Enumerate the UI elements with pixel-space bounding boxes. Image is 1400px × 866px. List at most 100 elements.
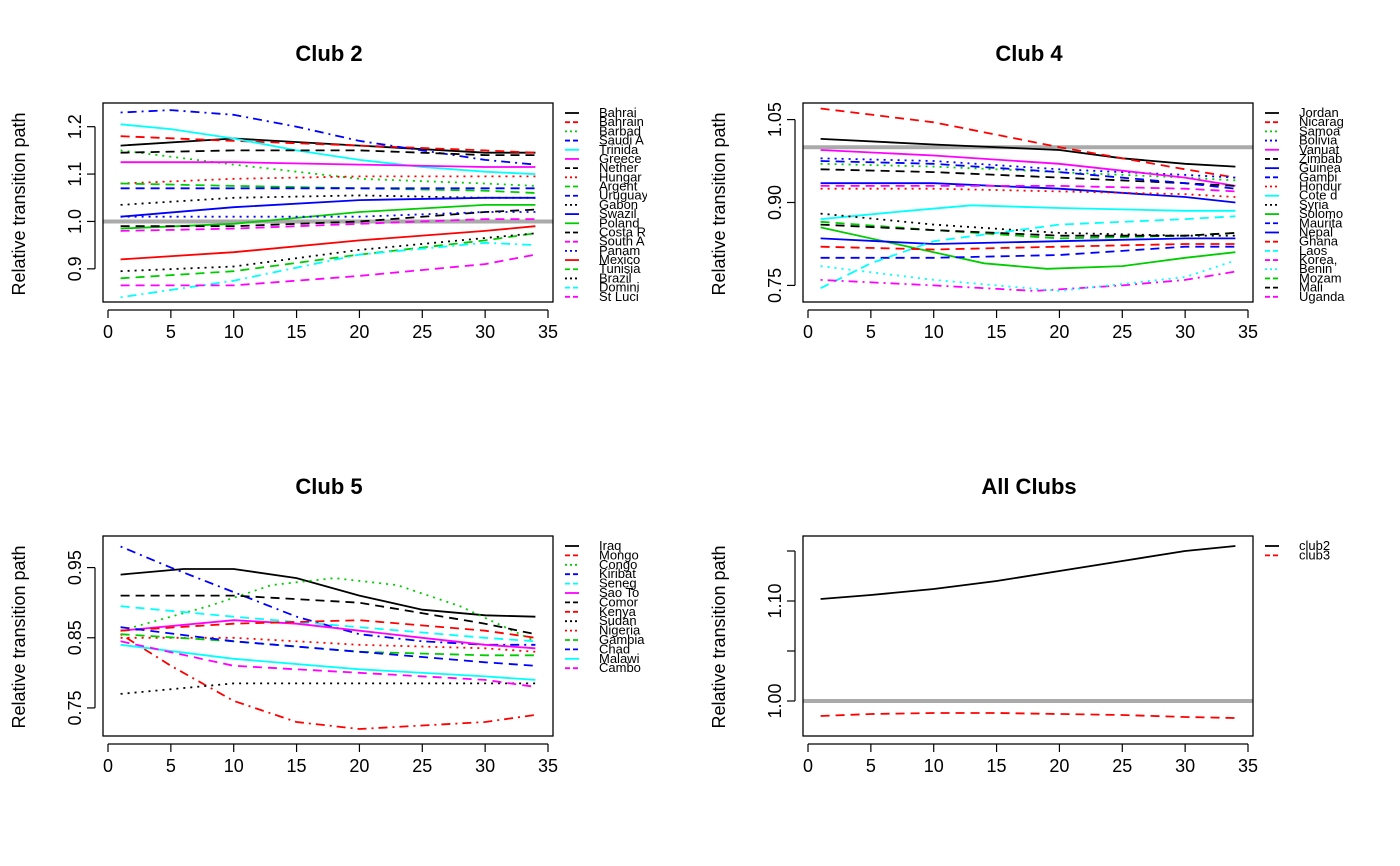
legend-label: Barbad xyxy=(599,123,641,138)
legend-label: Syria xyxy=(1299,197,1329,212)
legend-label: Uganda xyxy=(1299,289,1345,304)
plot-frame xyxy=(802,102,1254,303)
series-line-17 xyxy=(820,270,1236,292)
legend-label: Zimbab xyxy=(1299,151,1342,166)
series-line-9 xyxy=(120,182,536,194)
plot-area xyxy=(803,107,1253,292)
x-tick-label: 25 xyxy=(1112,322,1132,342)
y-tick-label: 0.95 xyxy=(65,550,85,585)
series-line-6 xyxy=(120,161,536,168)
series-line-3 xyxy=(820,162,1236,182)
series-line-11 xyxy=(820,212,1236,237)
panel-club-4: Club 4 Relative transition path 0 5 10 15 20… xyxy=(709,41,1345,342)
y-axis-label: Relative transition path xyxy=(709,112,729,295)
legend-label: Costa R xyxy=(599,224,646,239)
legend-label: Malawi xyxy=(599,651,640,666)
legend-label: Nigeria xyxy=(599,623,641,638)
legend-label: Seneg xyxy=(599,576,637,591)
x-tick-label: 35 xyxy=(1238,756,1258,776)
x-tick-label: 0 xyxy=(803,322,813,342)
legend-label: Benin xyxy=(1299,261,1332,276)
legend-label: Nether xyxy=(599,160,639,175)
x-tick-label: 15 xyxy=(987,756,1007,776)
x-tick-label: 30 xyxy=(475,322,495,342)
series-line-16 xyxy=(820,215,1236,290)
series-line-16 xyxy=(120,211,536,218)
legend-label: Brazil xyxy=(599,270,632,285)
series-line-21 xyxy=(820,185,1236,193)
legend-label: Sudan xyxy=(599,613,637,628)
series-line-13 xyxy=(820,245,1236,259)
plot-frame xyxy=(802,535,1254,737)
legend-label: Greece xyxy=(599,151,642,166)
series-line-18 xyxy=(820,259,1236,292)
y-tick-label: 0.85 xyxy=(65,620,85,655)
legend-label: Argent xyxy=(599,179,638,194)
plot-area xyxy=(103,109,553,299)
legend-label: Mexico xyxy=(599,252,640,267)
x-tick-label: 10 xyxy=(924,756,944,776)
series-line-4 xyxy=(120,109,536,166)
series-line-15 xyxy=(820,243,1236,251)
series-line-3 xyxy=(120,577,536,643)
series-line-5 xyxy=(820,149,1236,187)
series-line-8 xyxy=(820,160,1236,190)
x-tick-label: 5 xyxy=(166,756,176,776)
x-tick-label: 25 xyxy=(412,756,432,776)
x-tick-label: 30 xyxy=(1175,756,1195,776)
x-tick-label: 0 xyxy=(103,756,113,776)
series-line-21 xyxy=(120,253,536,287)
series-line-12 xyxy=(120,626,536,667)
series-line-8 xyxy=(120,175,536,185)
legend-label: Saudi A xyxy=(599,133,644,148)
series-line-1 xyxy=(820,545,1236,600)
chart-title: Club 5 xyxy=(295,474,362,499)
x-tick-label: 20 xyxy=(1049,756,1069,776)
series-line-11 xyxy=(120,194,536,206)
plot-frame xyxy=(102,535,554,737)
legend-label: Mali xyxy=(1299,280,1323,295)
y-tick-label: 0.75 xyxy=(65,690,85,725)
x-tick-label: 30 xyxy=(1175,322,1195,342)
x-tick-label: 10 xyxy=(924,322,944,342)
legend-label: Tunisia xyxy=(599,261,641,276)
x-tick-label: 30 xyxy=(475,756,495,776)
y-tick-label: 1.00 xyxy=(765,683,785,718)
legend-label: Uruguay xyxy=(599,188,649,203)
series-line-11 xyxy=(120,633,536,657)
legend-label: Nicarag xyxy=(1299,114,1344,129)
x-tick-label: 25 xyxy=(412,322,432,342)
x-tick-label: 5 xyxy=(866,322,876,342)
legend-label: Kiribat xyxy=(599,566,636,581)
panel-club-5: Club 5 Relative transition path 0 5 10 15 20… xyxy=(9,474,645,776)
legend-label: Solomo xyxy=(1299,206,1343,221)
legend-label: Sao To xyxy=(599,585,639,600)
legend-label: Cote d xyxy=(1299,188,1337,203)
legend-label: South A xyxy=(599,234,645,249)
legend-label: Hondur xyxy=(1299,179,1342,194)
series-line-9 xyxy=(820,187,1236,198)
x-tick-label: 15 xyxy=(287,756,307,776)
plot-area xyxy=(120,545,536,730)
legend-label: Mongo xyxy=(599,547,639,562)
series-line-19 xyxy=(120,232,536,273)
legend-label: Guinea xyxy=(1299,160,1342,175)
legend-label: Ghana xyxy=(1299,234,1339,249)
legend-label: Jordan xyxy=(1299,105,1339,120)
y-axis-label: Relative transition path xyxy=(709,545,729,728)
series-line-5 xyxy=(120,605,536,643)
series-line-8 xyxy=(120,619,536,639)
legend-label: Chad xyxy=(599,641,630,656)
legend-label: Vanuat xyxy=(1299,142,1340,157)
legend-label: Hungar xyxy=(599,169,642,184)
x-tick-label: 0 xyxy=(103,322,113,342)
legend-label: club3 xyxy=(1299,547,1330,562)
panel-club-2: Club 2 Relative transition path 0 5 10 15 20… xyxy=(9,41,649,342)
legend-label: Korea, xyxy=(1299,252,1337,267)
